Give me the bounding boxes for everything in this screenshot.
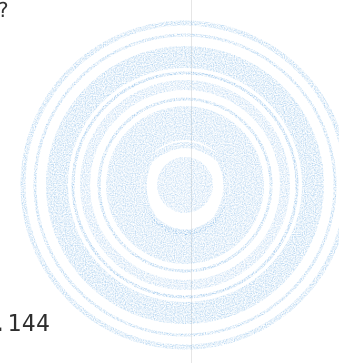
corner-text-fragment: ? xyxy=(0,0,9,20)
page-number: .144 xyxy=(0,311,51,337)
